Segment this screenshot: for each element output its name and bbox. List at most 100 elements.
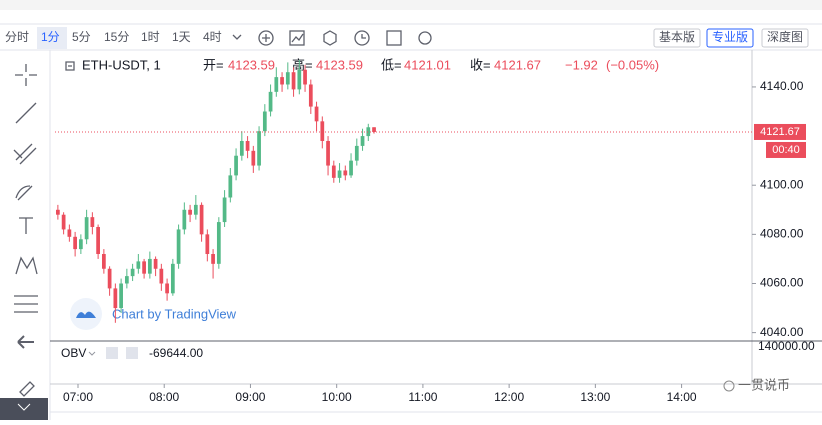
collapse-legend[interactable] — [65, 61, 75, 71]
indicator-icon[interactable] — [258, 30, 274, 46]
y-tick-label: 4060.00 — [760, 276, 804, 290]
candle-body — [113, 288, 118, 309]
clock-icon[interactable] — [354, 30, 370, 46]
interval-button[interactable]: 5分 — [72, 30, 91, 44]
candle-body — [124, 276, 129, 284]
reset-icon[interactable] — [418, 31, 432, 45]
compare-icon[interactable] — [291, 33, 304, 43]
high-label: 高= — [292, 57, 313, 72]
dropdown-icon[interactable] — [232, 34, 242, 40]
pattern-tool[interactable] — [15, 256, 38, 275]
candle-body — [211, 254, 215, 264]
countdown-label: 00:40 — [772, 144, 800, 156]
interval-button[interactable]: 15分 — [104, 30, 129, 44]
open-label: 开= — [203, 57, 224, 72]
view-button[interactable] — [653, 28, 701, 48]
candle-body — [274, 77, 279, 92]
candle-body — [176, 229, 181, 264]
indicator-name: OBV — [61, 346, 86, 360]
crosshair-tool[interactable] — [15, 64, 37, 86]
candle-body — [67, 229, 72, 237]
fib-tool[interactable] — [13, 143, 37, 165]
candle-body — [366, 127, 371, 137]
candle-body — [291, 72, 296, 90]
candle-body — [73, 236, 77, 250]
candle-body — [280, 77, 284, 85]
candle-body — [228, 175, 233, 198]
candle-body — [90, 217, 95, 227]
view-label[interactable]: 专业版 — [712, 29, 748, 44]
view-label[interactable]: 基本版 — [659, 30, 695, 44]
interval-button[interactable]: 分时 — [5, 30, 29, 44]
clock-icon[interactable] — [361, 34, 366, 39]
candle-body — [107, 268, 112, 289]
y-tick-label: 4140.00 — [760, 79, 804, 93]
y-tick-label: 4100.00 — [760, 177, 804, 191]
candle-body — [297, 69, 302, 90]
candle-body — [343, 170, 348, 176]
candle-body — [234, 155, 238, 176]
interval-active — [37, 27, 67, 49]
indicator-icon[interactable] — [262, 34, 270, 42]
candle-body — [268, 91, 273, 112]
view-button[interactable] — [706, 28, 754, 48]
indicator-remove[interactable] — [126, 347, 138, 359]
collapse-arrow[interactable] — [17, 335, 34, 349]
top-strip — [0, 0, 822, 10]
countdown-badge — [766, 141, 806, 158]
interval-button[interactable]: 4时 — [203, 30, 222, 44]
candle-body — [56, 209, 60, 215]
left-bottom-arrow[interactable] — [17, 403, 31, 411]
x-tick-label: 09:00 — [235, 390, 265, 404]
candle-body — [182, 209, 187, 230]
measure-tool[interactable] — [14, 295, 38, 313]
candle-body — [84, 217, 89, 240]
line-tool[interactable] — [15, 102, 37, 124]
text-tool[interactable] — [19, 217, 33, 234]
candle-body — [245, 140, 250, 151]
x-tick-label: 11:00 — [408, 390, 437, 404]
settings-icon[interactable] — [323, 30, 337, 46]
watermark-logo — [76, 311, 96, 318]
view-label[interactable]: 深度图 — [767, 29, 803, 44]
candle-body — [262, 111, 267, 132]
candle-body — [337, 170, 342, 178]
view-button[interactable] — [761, 28, 809, 48]
change-value: −1.92 — [565, 57, 598, 72]
close-label: 收= — [470, 57, 491, 72]
watermark: Chart by TradingView — [112, 306, 237, 321]
left-bottom-button[interactable] — [0, 398, 48, 420]
candle-body — [354, 145, 359, 161]
credit-icon — [723, 380, 735, 392]
low-label: 低= — [381, 57, 402, 72]
candle-body — [193, 204, 198, 215]
indicator-menu[interactable] — [88, 351, 96, 356]
indicator-value: -69644.00 — [149, 346, 203, 360]
candle-body — [308, 84, 313, 107]
x-tick-label: 13:00 — [580, 390, 610, 404]
y-tick-label: 4080.00 — [760, 227, 804, 241]
candle-body — [360, 136, 365, 146]
candle-body — [314, 106, 319, 122]
compare-icon[interactable] — [289, 30, 305, 46]
indicator-settings[interactable] — [106, 347, 118, 359]
ruler-tool[interactable] — [19, 381, 35, 397]
candle-body — [101, 254, 106, 269]
brush-tool[interactable] — [15, 185, 33, 201]
candle-body — [142, 261, 146, 274]
screenshot-icon[interactable] — [386, 30, 402, 46]
interval-button[interactable]: 1时 — [141, 30, 160, 44]
interval-button[interactable]: 1天 — [172, 30, 191, 44]
candle-body — [119, 283, 123, 309]
last-price-badge — [754, 123, 806, 140]
interval-button[interactable]: 1分 — [41, 30, 60, 44]
left-tools[interactable] — [13, 64, 38, 397]
symbol: ETH-USDT, 1 — [82, 57, 161, 72]
change-percent: (−0.05%) — [606, 57, 659, 72]
candle-body — [165, 283, 169, 294]
candle-body — [216, 222, 221, 264]
toolbar-icons[interactable] — [232, 30, 432, 46]
candle-body — [239, 140, 244, 156]
